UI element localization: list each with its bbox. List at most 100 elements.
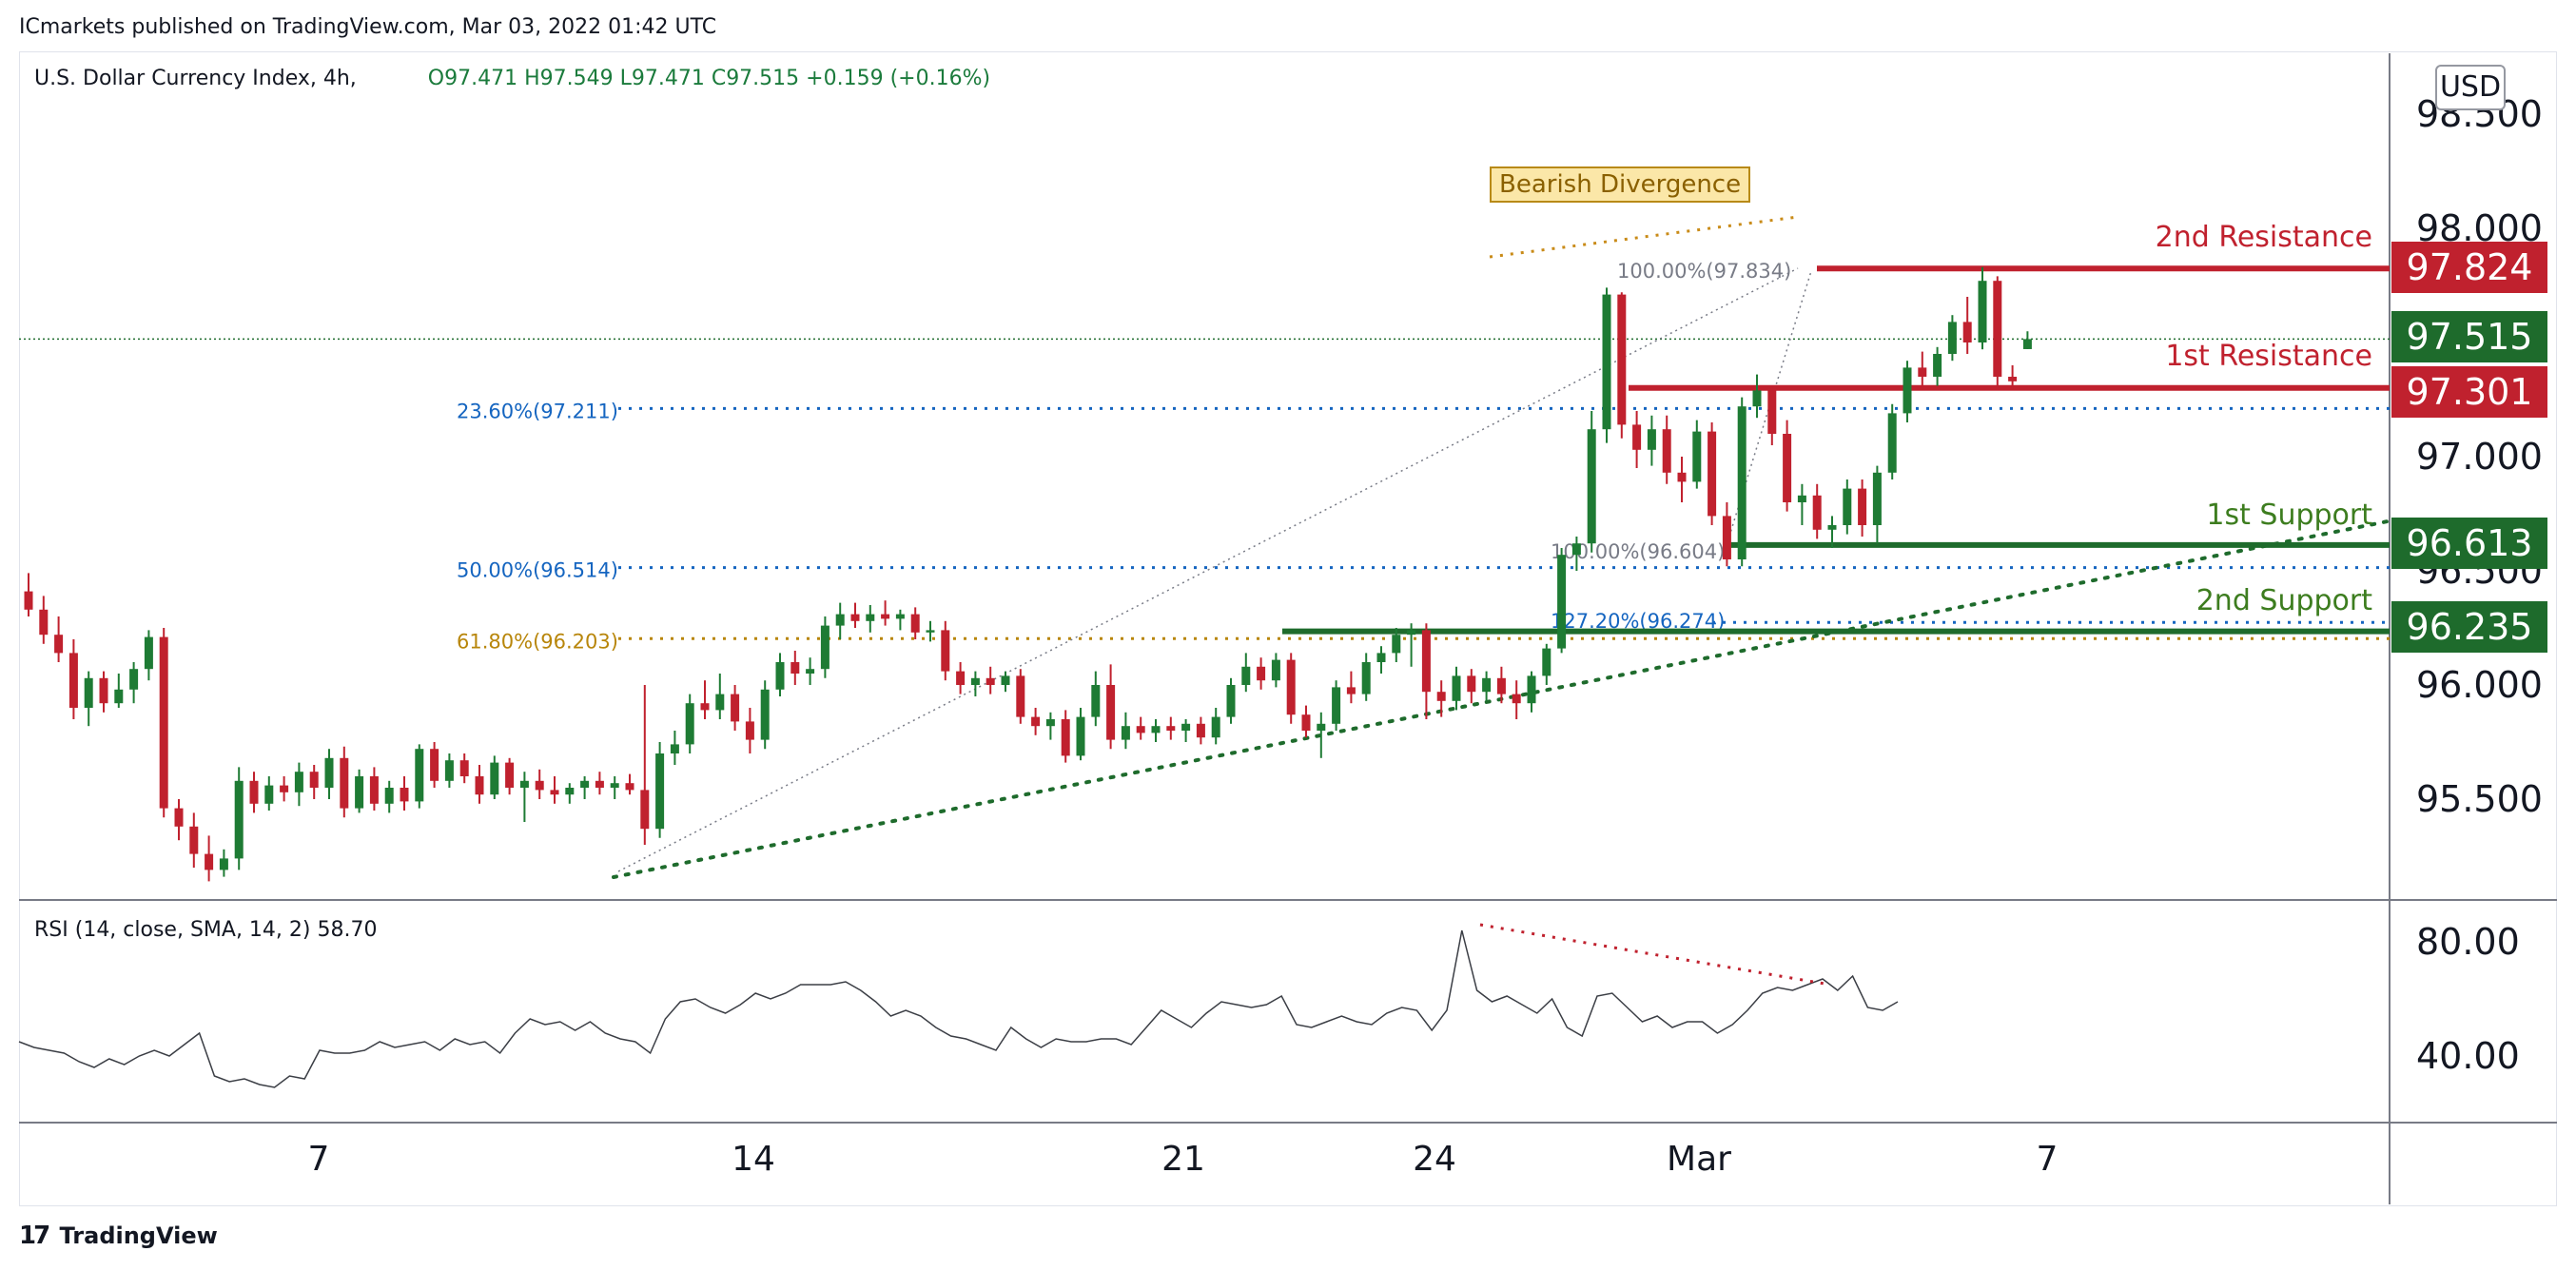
candle-body [1708, 431, 1717, 517]
candle [1708, 422, 1717, 525]
candle [910, 607, 920, 639]
candle-body [249, 780, 259, 804]
candle [99, 671, 108, 713]
candle-body [280, 785, 289, 792]
tradingview-footer[interactable]: 17 TradingView [19, 1222, 218, 1250]
price-axis-tick: 97.000 [2416, 436, 2543, 478]
candle-body [655, 753, 665, 830]
candle-body [775, 662, 785, 690]
candle [1677, 457, 1687, 502]
candle-body [1933, 354, 1942, 377]
candle-body [1557, 555, 1567, 649]
candle [715, 674, 725, 719]
candle [550, 776, 559, 804]
candle [249, 772, 259, 813]
candle-body [1783, 434, 1792, 502]
candle [1166, 716, 1176, 740]
candle [970, 671, 980, 696]
candle-body [1947, 322, 1957, 354]
candle-body [1512, 694, 1521, 704]
candle-body [99, 677, 108, 704]
candle [1317, 712, 1326, 758]
candle [775, 653, 785, 696]
candle-body [790, 662, 800, 674]
candle [1752, 374, 1762, 419]
resistance-2-price-badge: 97.824 [2391, 242, 2547, 293]
ohlc-values: O97.471 H97.549 L97.471 C97.515 +0.159 (… [427, 67, 991, 90]
candle [1962, 297, 1972, 354]
candle-body [1722, 516, 1731, 559]
candle [655, 742, 665, 838]
candle [806, 657, 815, 685]
candle [685, 694, 694, 753]
candle-body [219, 858, 228, 870]
candle-body [1872, 472, 1882, 525]
candle-body [640, 790, 650, 830]
candle-body [670, 744, 679, 753]
currency-badge[interactable]: USD [2435, 65, 2506, 110]
candle-body [1467, 675, 1476, 693]
candle [264, 776, 274, 811]
candle-body [1452, 675, 1461, 701]
candle [280, 776, 289, 802]
candle [1843, 479, 1852, 535]
candle-body [1031, 716, 1041, 727]
candle [505, 757, 515, 795]
fib-level-label: 100.00%(97.834) [1617, 260, 1791, 283]
tradingview-brand: TradingView [59, 1222, 218, 1249]
candle-body [760, 689, 770, 740]
candle-body [1436, 692, 1446, 701]
candle-body [1346, 687, 1356, 694]
candle-body [355, 776, 364, 809]
candle-body [866, 614, 875, 621]
candle [1061, 710, 1070, 763]
candle [234, 767, 244, 870]
candle [1737, 397, 1747, 567]
candle [1797, 483, 1806, 525]
candle [1257, 657, 1266, 690]
candle-body [1121, 726, 1130, 740]
chart-frame [19, 51, 2557, 1206]
candle-body [580, 780, 590, 788]
candle [1571, 537, 1581, 571]
candle-body [745, 721, 754, 740]
candle [1527, 671, 1536, 713]
candle [1407, 623, 1416, 667]
candle-body [610, 783, 619, 788]
candle-body [490, 762, 499, 795]
candle-body [1496, 677, 1506, 694]
candle-body [415, 749, 424, 802]
candle [369, 767, 379, 811]
candle [1903, 361, 1912, 422]
candle-body [1091, 685, 1101, 717]
candle [340, 746, 349, 818]
candle-body [715, 694, 725, 711]
rsi-legend[interactable]: RSI (14, close, SMA, 14, 2) 58.70 [34, 918, 378, 942]
candle [1016, 669, 1025, 724]
candle-body [1632, 424, 1642, 450]
candle-body [956, 671, 966, 685]
candle [790, 651, 800, 685]
candle [205, 835, 214, 882]
candle-body [1407, 630, 1416, 636]
candle-body [910, 614, 920, 633]
candle-body [1482, 677, 1492, 693]
candle [1587, 411, 1596, 553]
candle [1632, 411, 1642, 468]
candle-body [1376, 653, 1386, 662]
candle [1436, 680, 1446, 717]
candle [1978, 266, 1987, 350]
candle-body [1617, 294, 1627, 425]
publish-header: ICmarkets published on TradingView.com, … [19, 15, 717, 39]
candle [640, 685, 650, 845]
candle-body [1843, 488, 1852, 525]
candle [1662, 415, 1671, 484]
support-2-price-badge: 96.235 [2391, 601, 2547, 653]
candle-body [806, 669, 815, 674]
candle [2022, 331, 2032, 349]
candle [1783, 420, 1792, 512]
symbol-title[interactable]: U.S. Dollar Currency Index, 4h, [34, 67, 357, 90]
candle-body [1136, 726, 1145, 733]
candle [84, 671, 93, 727]
